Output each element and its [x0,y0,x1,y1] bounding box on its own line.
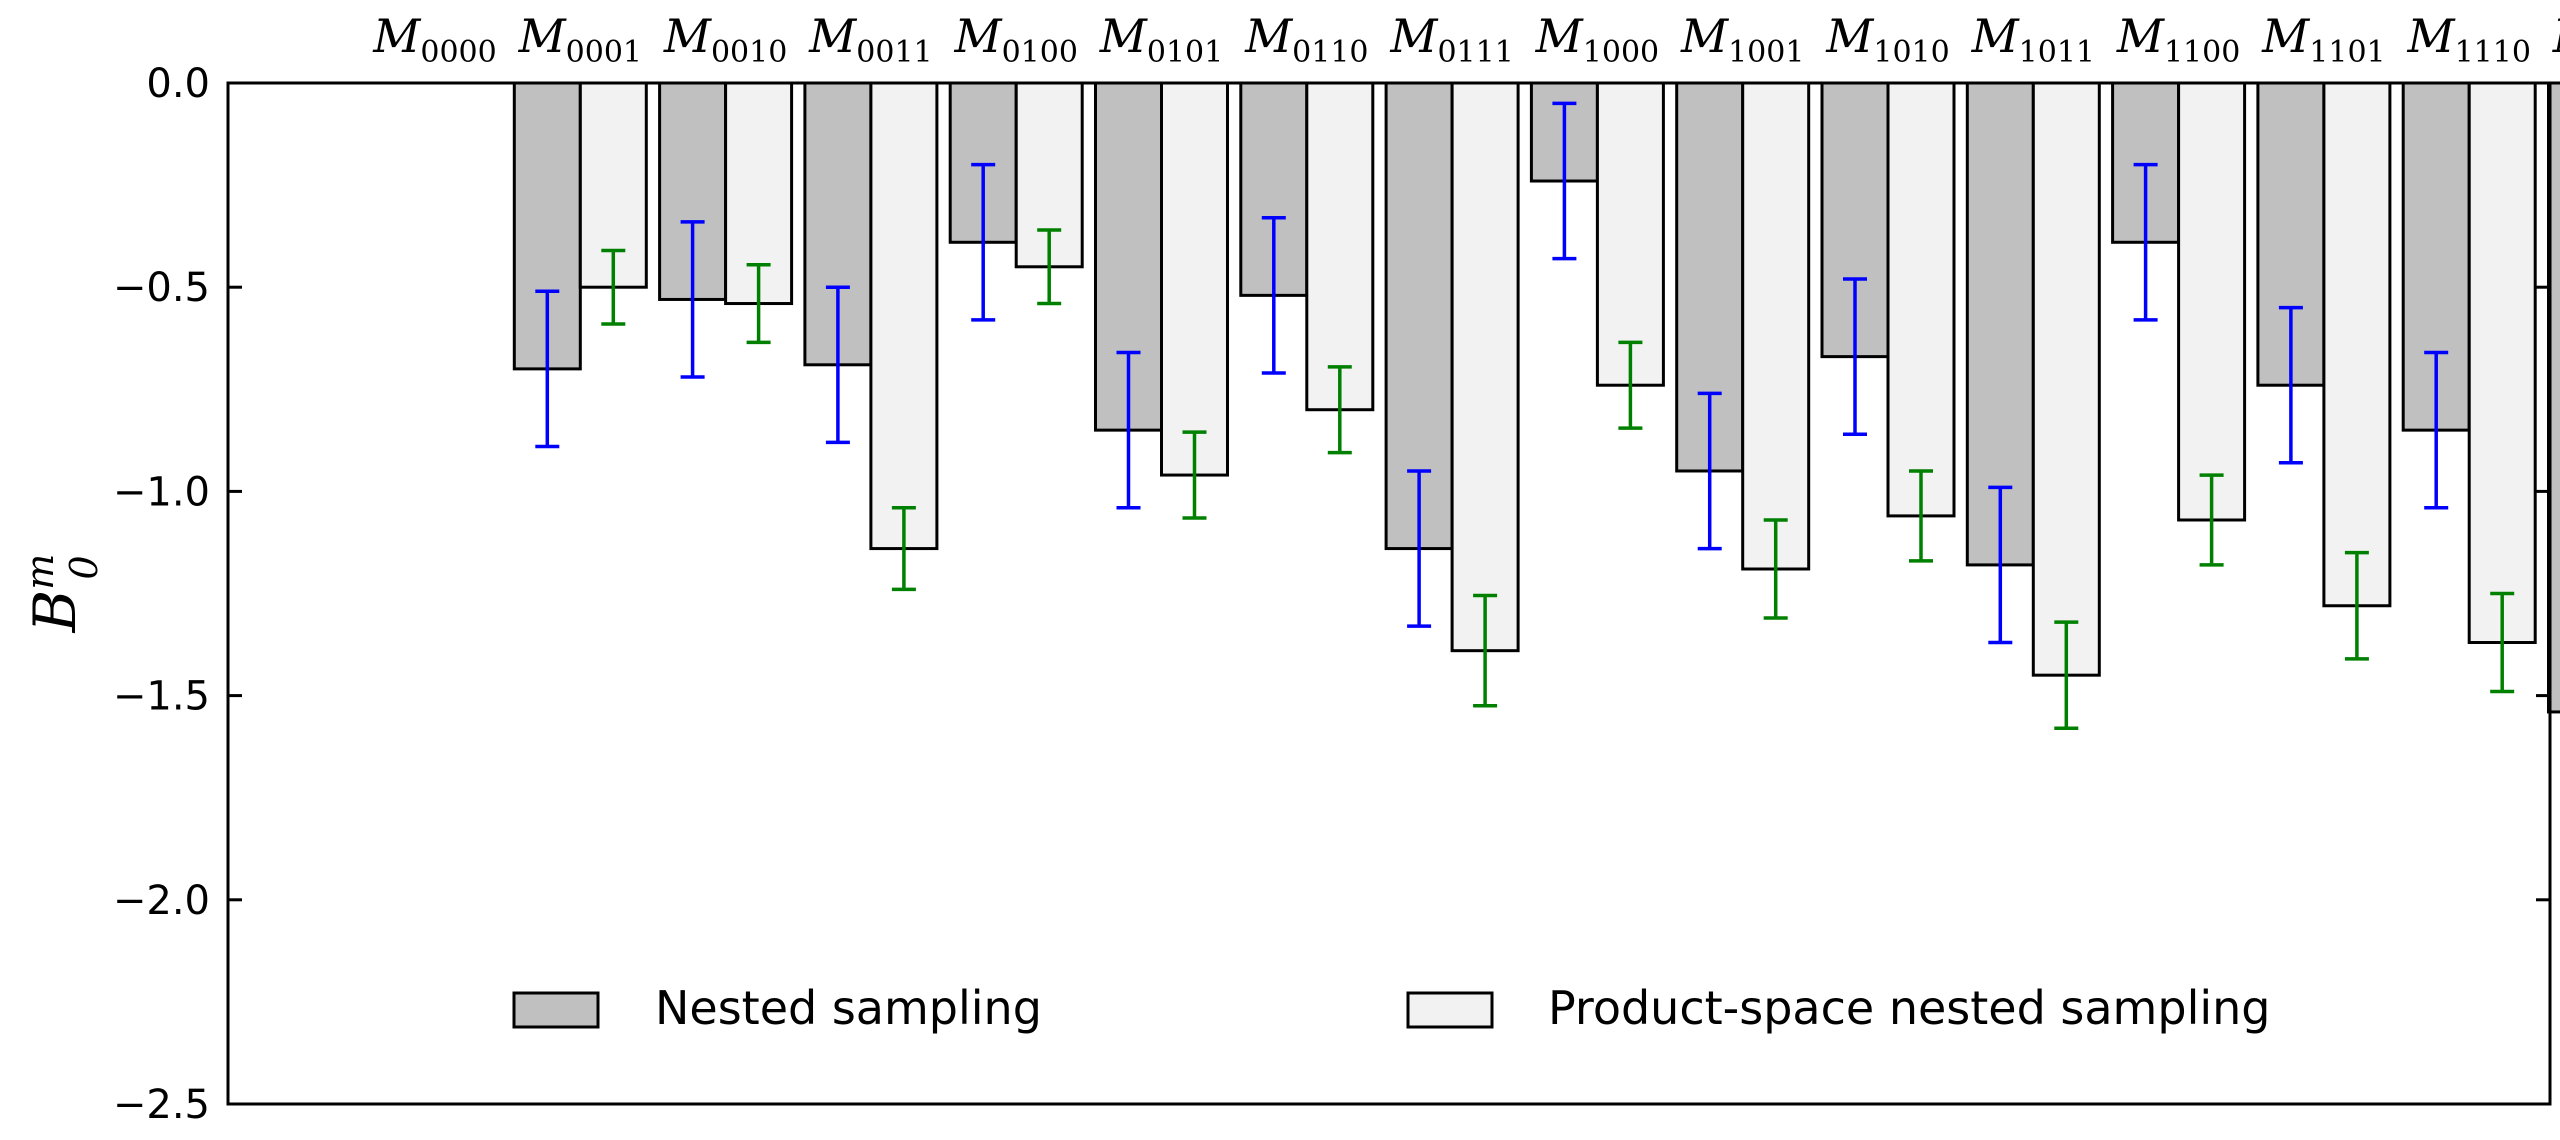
y-tick-label: −1.0 [113,469,210,515]
category-label-0111: M0111 [1389,9,1513,70]
y-axis-label-sub: 0 [62,555,106,579]
error-bar-product-space-0110 [1327,365,1352,455]
legend-swatch-nested-sampling [512,991,600,1029]
category-label-1001: M1001 [1680,9,1804,70]
category-label-0100: M0100 [953,9,1077,70]
category-label-1010: M1010 [1825,9,1949,70]
bar-product-space-1100 [2177,81,2247,522]
error-bar-product-space-0100 [1037,228,1062,306]
error-bar-product-space-0101 [1182,430,1207,520]
category-label-1000: M1000 [1535,9,1659,70]
error-bar-product-space-0010 [746,262,771,345]
category-label-0010: M0010 [663,9,787,70]
bar-product-space-1101 [2322,81,2392,608]
bar-product-space-1110 [2467,81,2537,645]
bar-product-space-1001 [1741,81,1811,571]
category-label-1011: M1011 [1971,9,2095,70]
y-tick-label: −2.0 [113,878,210,924]
category-label-1101: M1101 [2261,9,2385,70]
error-bar-product-space-0111 [1473,593,1498,708]
bar-product-space-1000 [1595,81,1665,387]
category-label-0000: M0000 [372,9,496,70]
y-tick-label: 0.0 [146,61,210,107]
error-bar-nested-1011 [1988,485,2013,645]
error-bar-product-space-1010 [1909,469,1933,563]
bar-product-space-0111 [1450,81,1520,653]
error-bar-product-space-1100 [2199,473,2224,567]
error-bar-nested-0001 [535,289,560,449]
error-bar-nested-1110 [2424,350,2449,510]
error-bars-layer [535,101,2515,731]
error-bar-nested-0100 [971,162,996,322]
error-bar-nested-0011 [825,285,850,445]
error-bar-product-space-1000 [1618,340,1643,430]
category-labels: M0000 M0001 M0010 M0011 M0100 M0101 M0110 M0111… [372,9,2560,70]
plot-frame [226,81,2552,1106]
error-bar-nested-0101 [1116,350,1141,510]
bar-product-space-0011 [869,81,939,551]
error-bar-product-space-1001 [1763,518,1788,620]
y-axis-label-sup: m [18,554,62,590]
error-bar-product-space-1101 [2344,550,2369,661]
legend: Nested sampling Product-space nested sam… [512,981,2270,1035]
y-axis-label: Bm0 [18,554,106,634]
legend-label-product-space: Product-space nested sampling [1548,981,2270,1035]
error-bar-nested-0110 [1261,216,1286,375]
y-tick-label: −0.5 [113,265,210,311]
error-bar-nested-0111 [1407,469,1432,628]
error-bar-product-space-1110 [2490,591,2515,694]
error-bar-nested-0010 [680,220,705,379]
category-label-1111: M1111 [2552,9,2560,70]
bar-product-space-1011 [2031,81,2101,677]
legend-swatch-product-space [1406,991,1494,1029]
category-label-0001: M0001 [518,9,642,70]
y-tick-label: −2.5 [113,1082,210,1128]
error-bar-nested-1010 [1843,277,1867,436]
category-label-0101: M0101 [1099,9,1223,70]
error-bar-nested-1001 [1697,391,1722,551]
error-bar-product-space-0011 [891,505,916,592]
error-bar-product-space-0001 [601,248,626,326]
y-axis: 0.0 −0.5 −1.0 −1.5 −2.0 −2.5 [113,61,2550,1128]
error-bar-nested-1000 [1552,101,1577,261]
y-axis-label-base: B [21,590,89,634]
bars-layer [512,81,2560,714]
bar-product-space-1010 [1886,81,1956,518]
bar-product-space-0110 [1305,81,1375,412]
category-label-0011: M0011 [808,9,932,70]
category-label-1110: M1110 [2406,9,2530,70]
error-bar-product-space-1011 [2054,620,2079,731]
error-bar-nested-1101 [2278,305,2303,465]
category-label-1100: M1100 [2116,9,2240,70]
legend-label-nested-sampling: Nested sampling [655,981,1042,1035]
category-label-0110: M0110 [1244,9,1368,70]
y-tick-label: −1.5 [113,674,210,720]
bar-product-space-0101 [1160,81,1229,477]
error-bar-nested-1100 [2133,162,2158,322]
